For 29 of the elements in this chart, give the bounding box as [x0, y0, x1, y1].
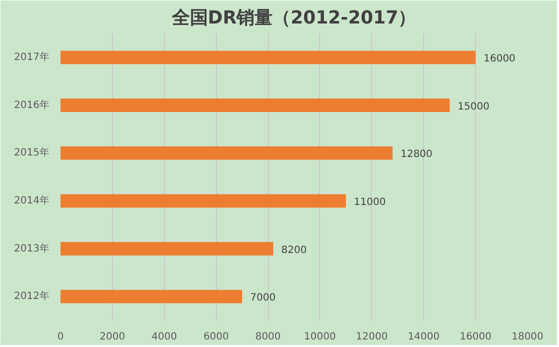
x-tick-label: 8000: [255, 332, 281, 342]
y-tick-label: 2017年: [14, 50, 50, 63]
data-label: 15000: [458, 101, 490, 112]
x-tick-label: 12000: [356, 332, 388, 342]
y-tick-label: 2016年: [14, 98, 50, 111]
bar: [60, 50, 476, 64]
y-tick-label: 2014年: [14, 194, 50, 206]
x-tick-label: 4000: [152, 332, 178, 342]
data-label: 16000: [484, 53, 516, 64]
data-label: 11000: [354, 196, 386, 208]
x-tick-label: 2000: [100, 332, 126, 342]
y-tick-label: 2012年: [14, 290, 50, 302]
bar: [60, 242, 274, 256]
y-tick-label: 2015年: [14, 146, 50, 159]
y-tick-label: 2013年: [14, 242, 50, 254]
bar: [60, 98, 450, 112]
x-tick-label: 18000: [512, 332, 544, 342]
x-tick-label: 6000: [203, 332, 229, 342]
x-tick-label: 16000: [460, 332, 492, 342]
x-tick-label: 14000: [408, 332, 440, 342]
chart-title: 全国DR销量（2012-2017）: [170, 8, 416, 28]
bar: [60, 290, 242, 304]
data-label: 7000: [250, 292, 276, 304]
data-label: 12800: [400, 149, 432, 160]
data-label: 8200: [281, 244, 307, 256]
bar: [60, 146, 393, 160]
x-tick-label: 0: [57, 332, 64, 342]
bar: [60, 194, 346, 208]
x-tick-label: 10000: [304, 332, 336, 342]
